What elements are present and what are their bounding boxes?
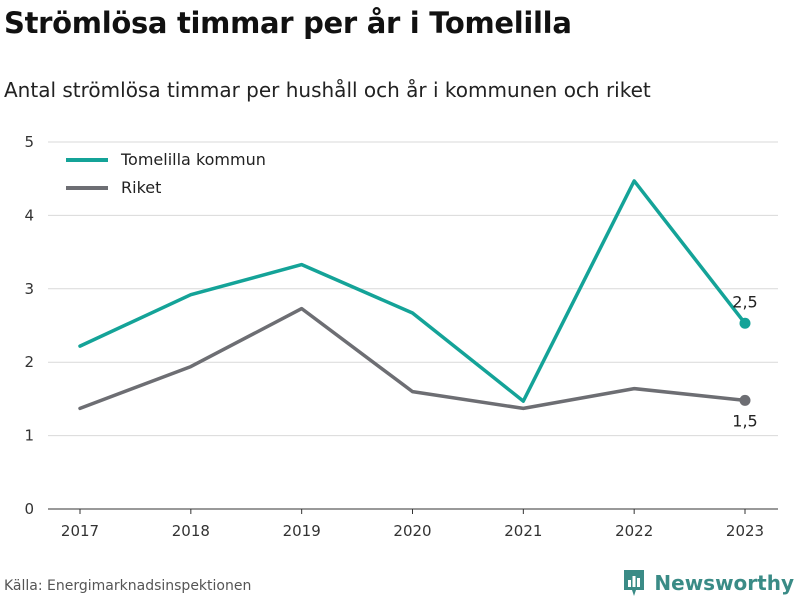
legend-label: Tomelilla kommun — [120, 150, 266, 169]
x-tick-label: 2022 — [615, 522, 653, 540]
series-end-point — [739, 394, 751, 406]
chart-subtitle: Antal strömlösa timmar per hushåll och å… — [4, 78, 651, 102]
series-line-riket — [78, 306, 747, 411]
series-line-tomelilla — [78, 179, 747, 403]
brand-logo: Newsworthy — [622, 568, 794, 598]
end-value-label: 1,5 — [732, 411, 757, 430]
series-end-point — [739, 317, 751, 329]
end-value-label: 2,5 — [732, 292, 757, 311]
y-tick-label: 3 — [24, 280, 34, 298]
legend-label: Riket — [121, 178, 161, 197]
source-note: Källa: Energimarknadsinspektionen — [4, 578, 252, 594]
y-tick-label: 2 — [24, 353, 34, 371]
x-tick-label: 2020 — [393, 522, 431, 540]
x-tick-label: 2021 — [504, 522, 542, 540]
chart-title: Strömlösa timmar per år i Tomelilla — [4, 6, 572, 40]
x-tick-label: 2018 — [172, 522, 210, 540]
line-chart: 0 1 2 3 4 5 2017 2018 2019 2020 2021 2022 2023 2,5 1,5… — [24, 133, 778, 540]
bar-chart-logo-icon — [624, 570, 645, 596]
y-tick-label: 5 — [24, 133, 34, 151]
brand-name: Newsworthy — [654, 571, 794, 595]
x-tick-label: 2019 — [283, 522, 321, 540]
y-tick-label: 4 — [24, 206, 34, 224]
y-tick-label: 1 — [24, 427, 34, 445]
y-tick-label: 0 — [24, 500, 34, 518]
x-tick-label: 2017 — [61, 522, 99, 540]
x-tick-label: 2023 — [726, 522, 764, 540]
